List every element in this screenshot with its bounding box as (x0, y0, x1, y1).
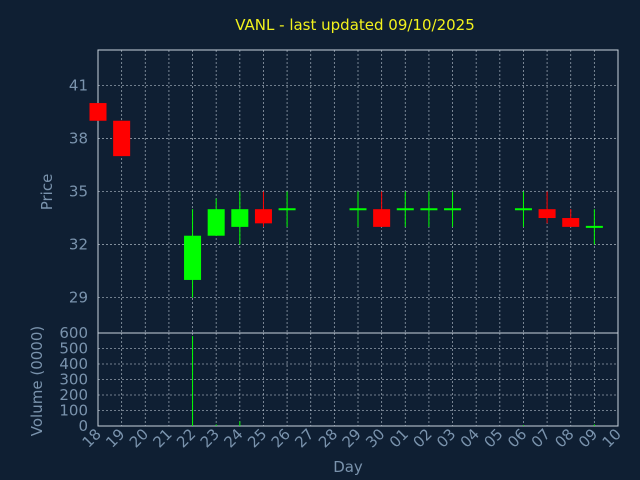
x-tick-label: 27 (291, 425, 317, 451)
candle-body (231, 209, 249, 227)
x-tick-label: 03 (433, 425, 459, 451)
volume-tick-label: 600 (59, 324, 88, 342)
x-tick-label: 26 (268, 425, 294, 451)
price-tick-label: 32 (69, 236, 88, 254)
x-tick-label: 10 (599, 425, 625, 451)
x-tick-label: 30 (362, 425, 388, 451)
x-tick-label: 07 (528, 425, 554, 451)
candles (89, 103, 603, 298)
x-axis: 1819202122232425262728293001020304050607… (79, 425, 625, 451)
x-tick-label: 02 (410, 425, 436, 451)
x-tick-label: 08 (551, 425, 577, 451)
volume-tick-label: 0 (78, 417, 88, 435)
candle-body (184, 235, 202, 280)
price-tick-label: 41 (69, 76, 88, 94)
x-tick-label: 01 (386, 425, 412, 451)
x-tick-label: 25 (244, 425, 270, 451)
volume-bars (192, 336, 595, 426)
x-tick-label: 19 (102, 425, 128, 451)
x-tick-label: 29 (339, 425, 365, 451)
x-tick-label: 09 (575, 425, 601, 451)
x-tick-label: 05 (480, 425, 506, 451)
price-tick-label: 29 (69, 289, 88, 307)
candle-body (562, 218, 580, 227)
volume-tick-label: 200 (59, 386, 88, 404)
candle-body (89, 103, 107, 121)
volume-tick-label: 300 (59, 371, 88, 389)
price-axis: 29 32 35 38 41 (69, 76, 88, 306)
price-axis-label: Price (38, 174, 56, 211)
x-axis-label: Day (333, 458, 363, 476)
chart-title: VANL - last updated 09/10/2025 (235, 16, 475, 34)
volume-tick-label: 100 (59, 402, 88, 420)
candle-body (113, 120, 131, 157)
candle-body (207, 209, 225, 236)
x-tick-label: 28 (315, 425, 341, 451)
price-tick-label: 35 (69, 183, 88, 201)
x-tick-label: 22 (173, 425, 199, 451)
x-tick-label: 20 (126, 425, 152, 451)
x-tick-label: 24 (220, 425, 246, 451)
volume-tick-label: 500 (59, 340, 88, 358)
volume-axis-label: Volume (0000) (28, 326, 46, 436)
candle-body (538, 209, 556, 219)
x-tick-label: 21 (150, 425, 176, 451)
candle-body (254, 209, 272, 224)
price-tick-label: 38 (69, 129, 88, 147)
candle-body (373, 209, 391, 227)
x-tick-label: 06 (504, 425, 530, 451)
x-tick-label: 23 (197, 425, 223, 451)
x-tick-label: 04 (457, 425, 483, 451)
volume-tick-label: 400 (59, 355, 88, 373)
